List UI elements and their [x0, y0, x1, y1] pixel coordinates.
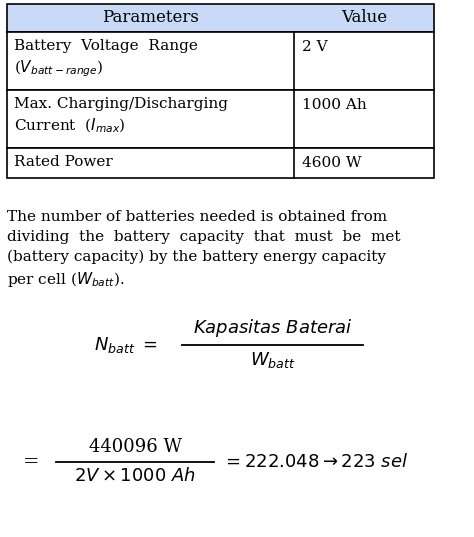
Text: per cell ($W_{batt}$).: per cell ($W_{batt}$). [8, 270, 125, 289]
Text: $N_{batt}\ =$: $N_{batt}\ =$ [94, 335, 158, 355]
Text: $2V \times 1000\ Ah$: $2V \times 1000\ Ah$ [74, 467, 196, 485]
Bar [8, 90, 434, 148]
Text: $W_{batt}$: $W_{batt}$ [250, 350, 296, 370]
Text: =: = [23, 453, 39, 471]
Text: The number of batteries needed is obtained from: The number of batteries needed is obtain… [8, 210, 388, 224]
Text: 4600 W: 4600 W [302, 156, 361, 170]
Text: (battery capacity) by the battery energy capacity: (battery capacity) by the battery energy… [8, 250, 386, 264]
Text: Value: Value [341, 10, 387, 26]
Text: 440096 W: 440096 W [89, 438, 182, 456]
Text: Battery  Voltage  Range
($V_{batt-range}$): Battery Voltage Range ($V_{batt-range}$) [14, 39, 198, 79]
Text: 2 V: 2 V [302, 40, 328, 54]
Text: Rated Power: Rated Power [14, 155, 113, 169]
Bar [8, 148, 434, 178]
Text: Max. Charging/Discharging
Current  ($I_{max}$): Max. Charging/Discharging Current ($I_{m… [14, 97, 228, 135]
Text: Parameters: Parameters [102, 10, 200, 26]
Bar [8, 4, 434, 32]
Text: $\mathit{Kapasitas\ Baterai}$: $\mathit{Kapasitas\ Baterai}$ [193, 317, 353, 339]
Text: $= 222.048 \rightarrow 223\ sel$: $= 222.048 \rightarrow 223\ sel$ [222, 453, 408, 471]
Text: 1000 Ah: 1000 Ah [302, 98, 366, 112]
Text: dividing  the  battery  capacity  that  must  be  met: dividing the battery capacity that must … [8, 230, 401, 244]
Bar [8, 32, 434, 90]
